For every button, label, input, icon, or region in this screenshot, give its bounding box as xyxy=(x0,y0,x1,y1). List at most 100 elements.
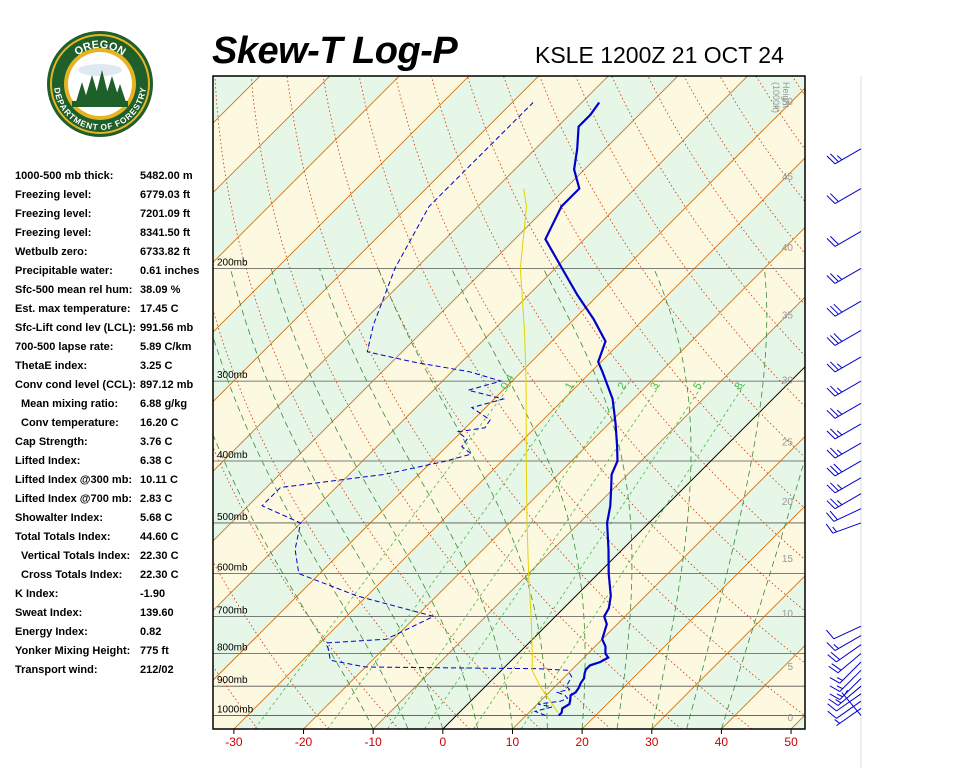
index-value: 3.25 C xyxy=(140,360,173,372)
index-value: 897.12 mb xyxy=(140,379,194,391)
pressure-label: 300mb xyxy=(217,370,248,381)
dry-adiabat xyxy=(322,76,753,729)
zero-isotherm xyxy=(442,366,805,729)
index-value: 0.82 xyxy=(140,626,162,638)
isotherm xyxy=(213,76,470,333)
wind-barb xyxy=(826,300,862,317)
height-tick-label: 50 xyxy=(782,97,794,108)
index-label: Freezing level: xyxy=(15,227,92,239)
index-value: 6.38 C xyxy=(140,455,173,467)
index-label: Lifted Index: xyxy=(15,455,81,467)
wind-barb xyxy=(826,230,862,247)
index-value: 8341.50 ft xyxy=(140,227,191,239)
index-label: Cross Totals Index: xyxy=(21,569,123,581)
x-tick-label: 50 xyxy=(784,735,798,749)
isotherm xyxy=(303,226,805,729)
isotherm xyxy=(213,76,748,612)
wind-barb xyxy=(826,635,862,651)
index-value: 2.83 C xyxy=(140,493,173,505)
dry-adiabat xyxy=(900,76,960,729)
plot-frame xyxy=(212,75,806,730)
isotherm xyxy=(651,575,805,729)
wind-barb xyxy=(826,625,862,640)
index-label: Energy Index: xyxy=(15,626,88,638)
temperature-band xyxy=(213,88,805,729)
dry-adiabat xyxy=(430,76,805,612)
station-time-label: KSLE 1200Z 21 OCT 24 xyxy=(535,42,784,68)
wind-barb xyxy=(829,678,862,701)
mixing-ratio-line xyxy=(424,380,663,729)
pressure-label: 500mb xyxy=(217,512,248,523)
isotherm xyxy=(372,296,805,729)
index-label: Cap Strength: xyxy=(15,436,88,448)
isotherm xyxy=(790,714,805,729)
height-tick-label: 20 xyxy=(782,497,794,508)
wind-barb xyxy=(827,693,862,712)
isotherm xyxy=(213,76,400,263)
mixing-ratio-label: 1 xyxy=(563,380,576,391)
index-label: Lifted Index @700 mb: xyxy=(15,493,133,505)
wind-barb xyxy=(826,268,862,284)
x-tick-label: 20 xyxy=(575,735,589,749)
moist-adiabat xyxy=(543,268,633,729)
plot-area xyxy=(213,76,960,729)
mixing-ratio-line xyxy=(473,380,706,729)
chart-title: Skew-T Log-P xyxy=(212,30,458,72)
wind-barb xyxy=(828,653,862,674)
x-tick-label: 0 xyxy=(439,735,446,749)
wind-barb xyxy=(829,661,862,684)
mixing-ratio-label: 2 xyxy=(616,380,629,391)
pressure-label: 700mb xyxy=(217,605,248,616)
wind-barb xyxy=(827,644,862,663)
index-value: 5482.00 m xyxy=(140,170,193,182)
logo-cloud xyxy=(78,64,122,76)
wind-barb xyxy=(826,477,862,494)
index-value: 6733.82 ft xyxy=(140,246,191,258)
dry-adiabat xyxy=(214,76,541,729)
index-label: Lifted Index @300 mb: xyxy=(15,474,133,486)
index-label: Est. max temperature: xyxy=(15,303,131,315)
index-label: Vertical Totals Index: xyxy=(21,550,131,562)
x-tick-label: 10 xyxy=(506,735,520,749)
index-label: Total Totals Index: xyxy=(15,531,111,543)
index-value: 6.88 g/kg xyxy=(140,398,188,410)
wind-barb xyxy=(826,148,862,165)
moist-adiabat xyxy=(451,268,586,729)
mixing-ratio-label: 5 xyxy=(691,380,704,391)
index-value: 22.30 C xyxy=(140,569,179,581)
wind-barb xyxy=(825,522,862,534)
height-tick-label: 0 xyxy=(787,713,793,724)
dry-adiabat xyxy=(394,76,805,664)
index-value: -1.90 xyxy=(140,588,166,600)
isotherm xyxy=(213,76,539,403)
x-tick-label: 40 xyxy=(715,735,729,749)
logo-gold-band xyxy=(50,34,150,134)
index-value: 10.11 C xyxy=(140,474,178,486)
moist-adiabat xyxy=(721,457,805,729)
index-label: Precipitable water: xyxy=(15,265,113,277)
index-label: Sweat Index: xyxy=(15,607,83,619)
logo-text-top: OREGON xyxy=(72,39,127,59)
x-tick-label: -20 xyxy=(295,735,313,749)
index-label: Sfc-Lift cond lev (LCL): xyxy=(15,322,136,334)
dry-adiabat xyxy=(286,76,682,729)
height-axis-label: Height(1000ft) xyxy=(771,82,791,113)
wind-barb xyxy=(826,493,862,510)
moist-adiabat xyxy=(213,335,409,729)
index-value: 38.09 % xyxy=(140,284,181,296)
index-label: Yonker Mixing Height: xyxy=(15,645,131,657)
oregon-forestry-logo: OREGON DEPARTMENT OF FORESTRY xyxy=(47,31,153,137)
isotherm xyxy=(581,505,805,729)
height-tick-label: 10 xyxy=(782,609,794,620)
moist-adiabat xyxy=(230,268,444,729)
dewpoint-profile xyxy=(261,102,573,716)
logo-ground xyxy=(72,101,128,107)
index-label: Transport wind: xyxy=(15,664,98,676)
pressure-label: 600mb xyxy=(217,563,248,574)
height-tick-label: 25 xyxy=(782,437,794,448)
height-tick-label: 30 xyxy=(782,375,794,386)
pressure-label: 200mb xyxy=(217,257,248,268)
mixing-ratio-line xyxy=(254,380,514,729)
index-value: 44.60 C xyxy=(140,531,179,543)
